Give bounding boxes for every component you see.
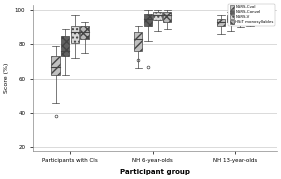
FancyBboxPatch shape (51, 56, 60, 75)
FancyBboxPatch shape (236, 12, 244, 19)
X-axis label: Participant group: Participant group (120, 169, 190, 175)
FancyBboxPatch shape (144, 14, 152, 26)
FancyBboxPatch shape (217, 19, 225, 26)
FancyBboxPatch shape (71, 26, 79, 43)
FancyBboxPatch shape (80, 26, 89, 39)
Y-axis label: Score (%): Score (%) (4, 63, 9, 93)
FancyBboxPatch shape (134, 32, 142, 51)
FancyBboxPatch shape (153, 12, 162, 20)
FancyBboxPatch shape (226, 15, 235, 22)
FancyBboxPatch shape (246, 12, 254, 17)
FancyBboxPatch shape (163, 12, 171, 22)
FancyBboxPatch shape (61, 36, 69, 56)
Legend: NSRS-Cvol, NSRS-Convel, NSRS-V, HSiT monosyllables: NSRS-Cvol, NSRS-Convel, NSRS-V, HSiT mon… (228, 4, 275, 26)
